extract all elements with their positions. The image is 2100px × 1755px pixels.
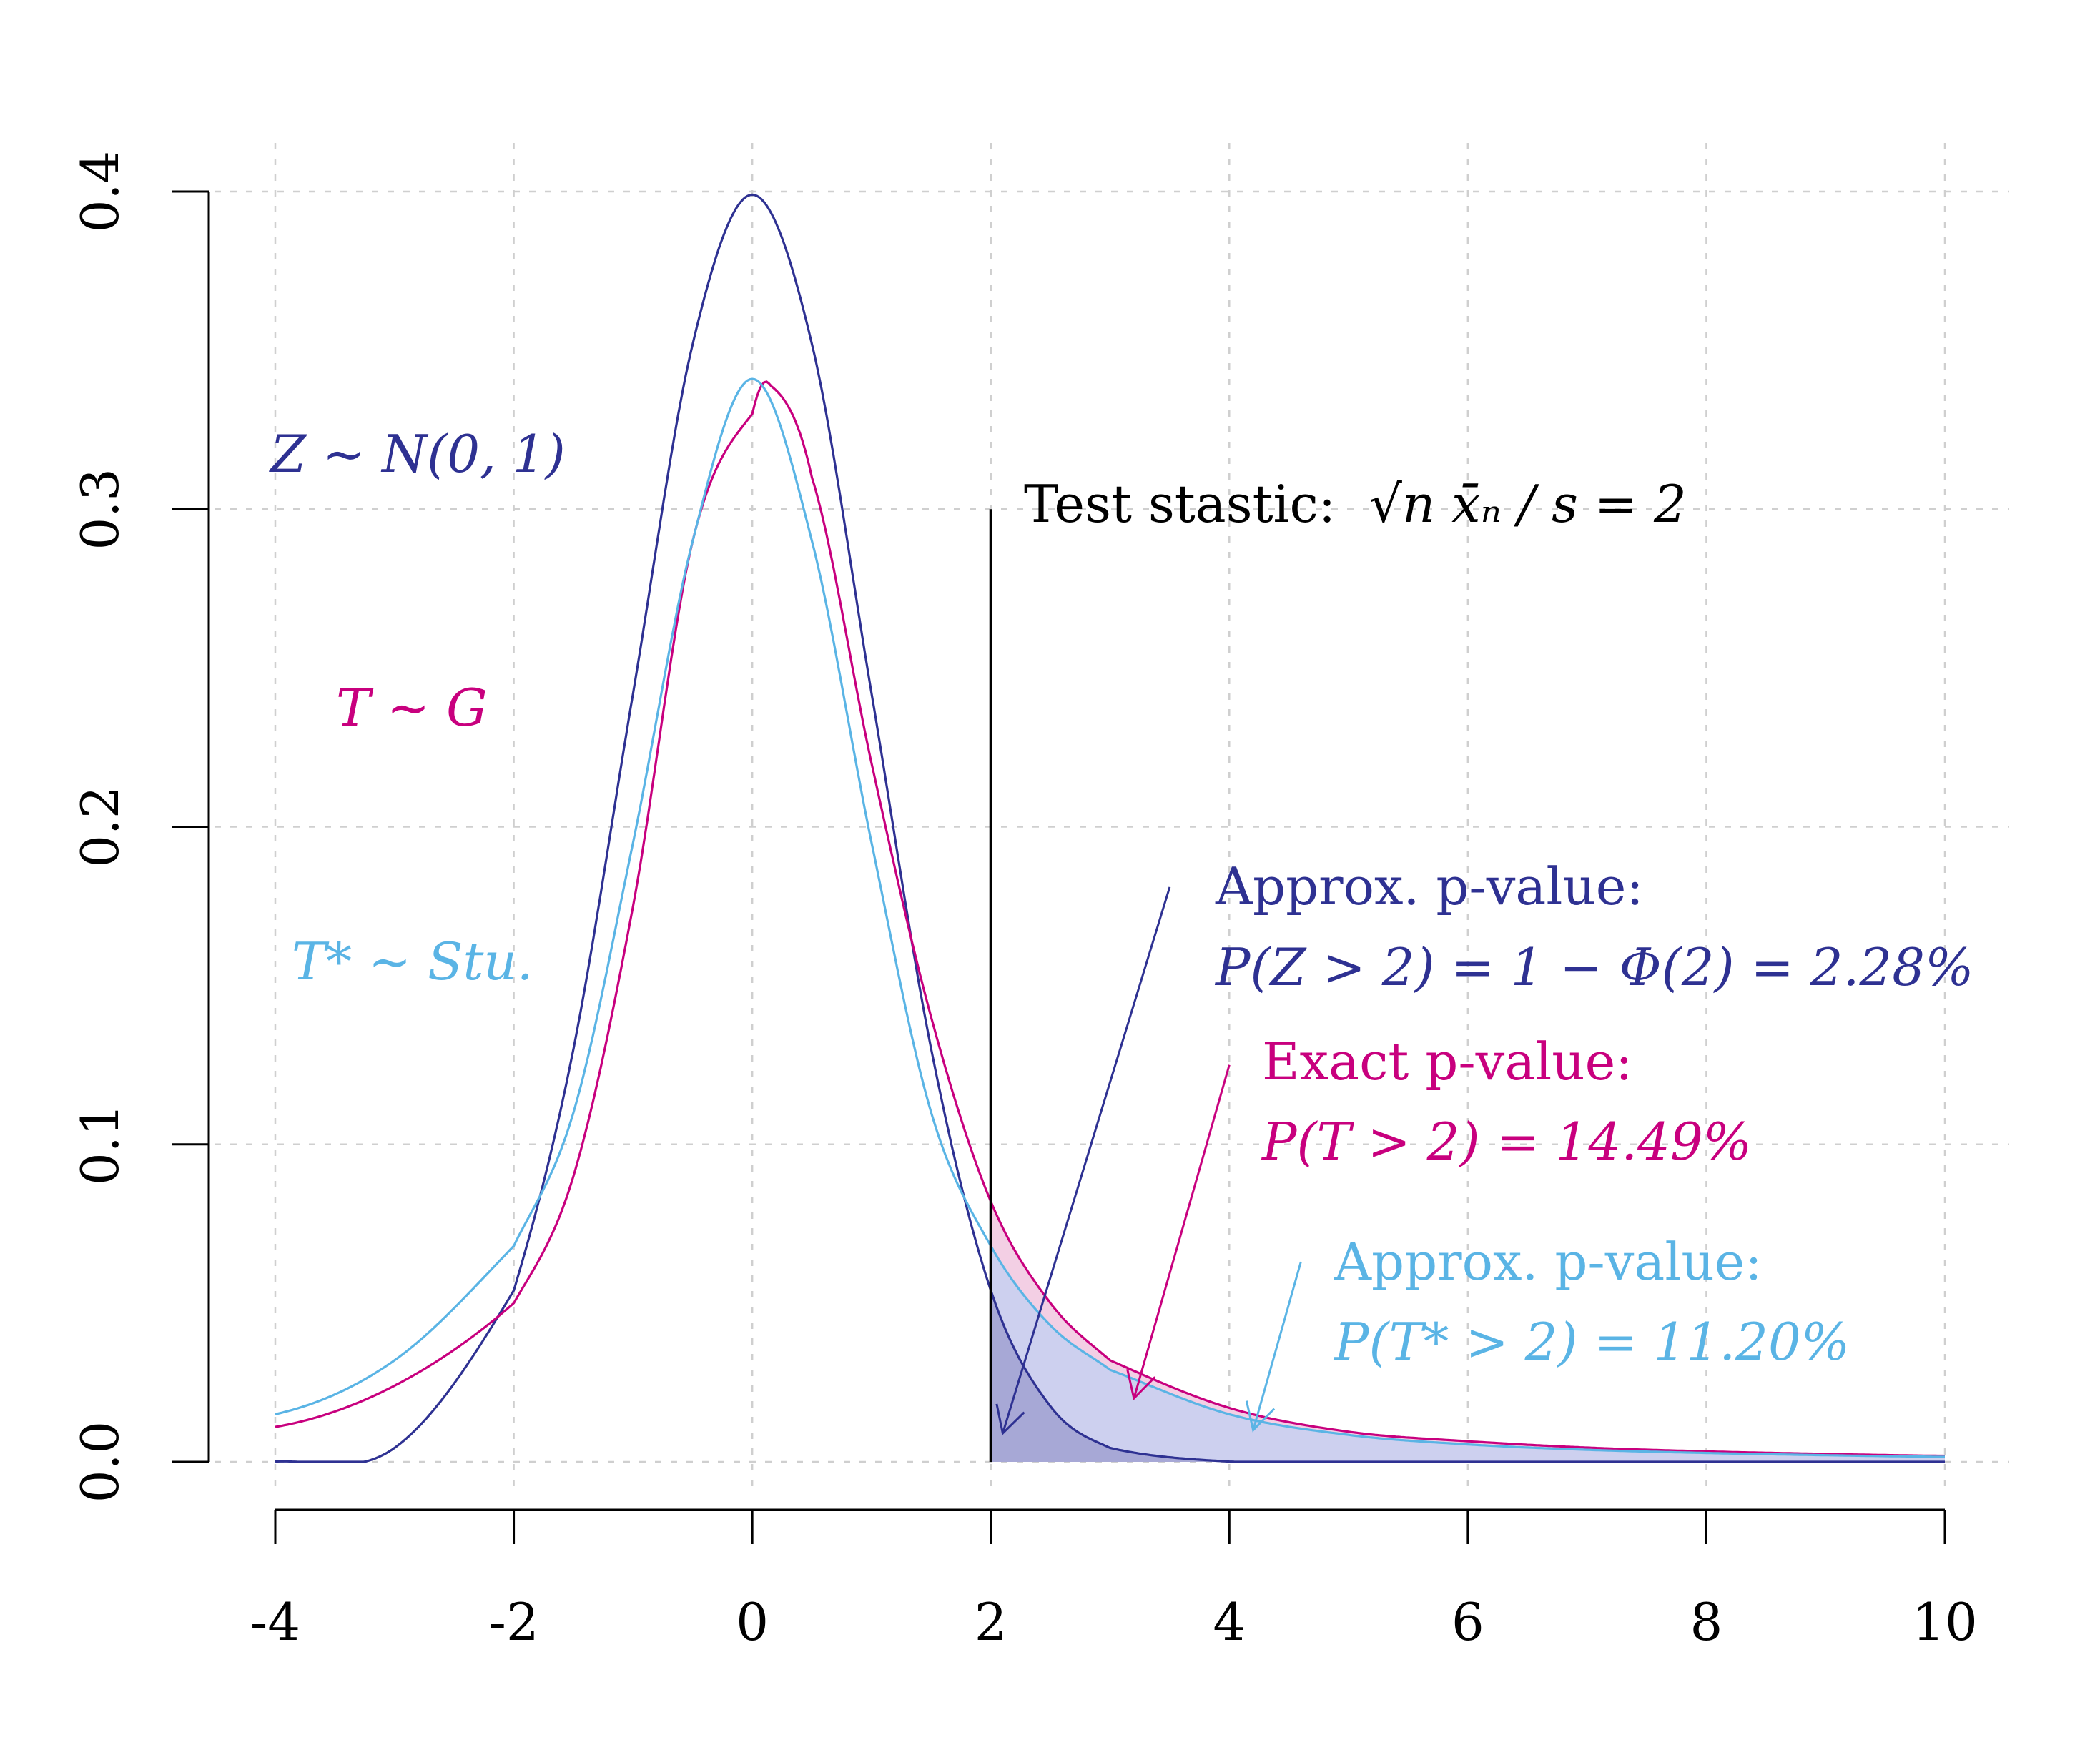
grid [215,143,2009,1494]
density-curve [275,193,1945,1463]
axes: -4 -2 0 2 4 6 8 10 0.0 0.1 0.2 0.3 0.4 [70,151,1978,1652]
annotation-arrowhead [1126,1368,1156,1401]
y-tick-label: 0.2 [70,786,130,868]
x-tick-label: 4 [1213,1592,1246,1652]
annotations: Z ∼ N(0, 1) T ∼ G T* ∼ Stu. Test stastic… [269,424,1973,1372]
exact-title: Exact p-value: [1262,1032,1633,1092]
y-tick-label: 0.3 [70,468,130,550]
annotation-arrowhead [1245,1400,1276,1433]
approx-t-value: P(T* > 2) = 11.20% [1333,1312,1850,1372]
label-tstar-dist: T* ∼ Stu. [292,931,533,992]
x-tick-label: 2 [975,1592,1007,1652]
exact-value: P(T > 2) = 14.49% [1261,1112,1752,1172]
x-tick-label: 10 [1912,1592,1978,1652]
annotation-arrowhead [995,1403,1025,1436]
y-tick-label: 0.1 [70,1103,130,1185]
shaded-tail [990,1290,1945,1462]
approx-z-title: Approx. p-value: [1215,856,1644,916]
test-stat-formula: √n x̄ₙ / s = 2 [1369,474,1687,534]
annotation-arrow [1001,886,1171,1434]
x-tick-label: -4 [250,1592,300,1652]
label-z-dist: Z ∼ N(0, 1) [269,424,566,484]
x-tick-label: 8 [1690,1592,1723,1652]
test-stat-prefix: Test stastic: [1024,474,1336,534]
annotation-arrow [1133,1064,1231,1399]
approx-z-value: P(Z > 2) = 1 − Φ(2) = 2.28% [1214,937,1973,997]
approx-t-title: Approx. p-value: [1334,1232,1763,1292]
x-tick-label: -2 [489,1592,539,1652]
x-tick-label: 6 [1451,1592,1484,1652]
x-tick-label: 0 [736,1592,769,1652]
density-curve [275,377,1945,1458]
label-t-dist: T ∼ G [336,678,488,738]
y-tick-label: 0.4 [70,151,130,233]
density-curve [275,380,1946,1458]
annotation-arrow [1252,1261,1302,1430]
density-curves [275,193,1946,1463]
annotation-arrows [995,886,1302,1436]
y-tick-label: 0.0 [70,1421,130,1503]
